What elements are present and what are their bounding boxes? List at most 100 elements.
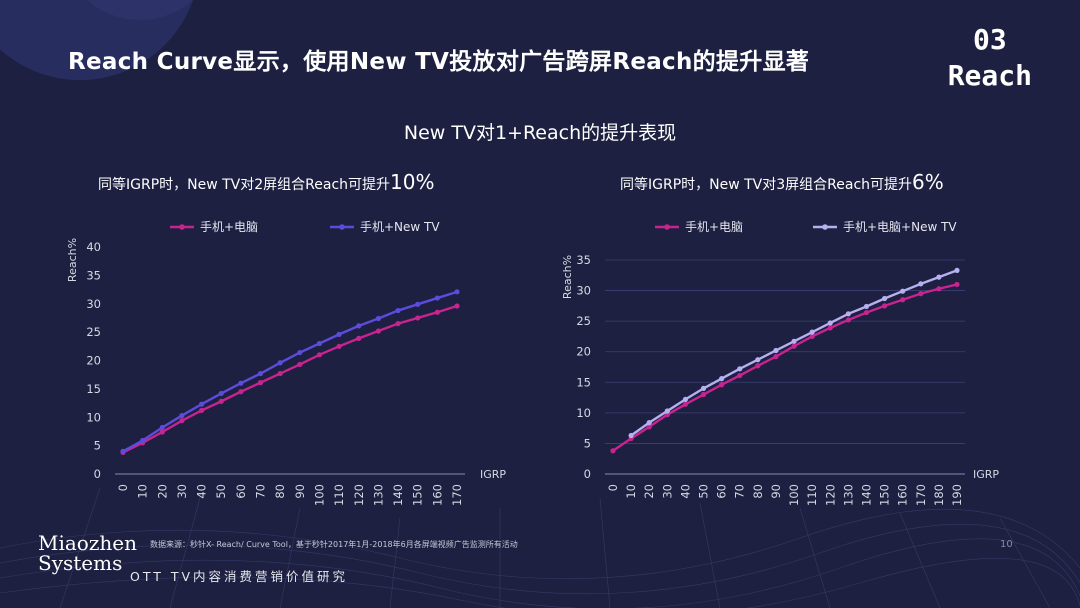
series-0-point-16 xyxy=(900,297,906,303)
series-1-point-6 xyxy=(238,380,244,386)
y-tick-label-7: 35 xyxy=(86,268,101,282)
x-tick-label-10: 100 xyxy=(787,484,801,505)
x-tick-label-9: 90 xyxy=(769,484,783,499)
x-tick-label-0: 0 xyxy=(116,484,130,491)
x-tick-label-3: 30 xyxy=(175,484,189,499)
x-tick-label-11: 110 xyxy=(805,484,819,505)
series-0-point-11 xyxy=(809,333,815,340)
series-0-point-4 xyxy=(198,407,205,414)
series-1-point-7 xyxy=(257,370,264,377)
series-0-point-18 xyxy=(936,286,942,292)
series-1-point-15 xyxy=(415,301,421,307)
chart1-subtitle-highlight: 10% xyxy=(390,170,435,194)
x-axis-label: IGRP xyxy=(480,468,506,481)
x-tick-label-14: 140 xyxy=(391,484,405,505)
series-1-point-0 xyxy=(628,432,634,439)
series-0-point-15 xyxy=(415,315,421,321)
series-1-point-2 xyxy=(159,424,165,431)
series-1-point-6 xyxy=(737,366,743,372)
series-1-point-12 xyxy=(356,323,362,329)
series-0-point-4 xyxy=(682,401,689,407)
series-0-point-6 xyxy=(238,389,244,395)
series-1-point-0 xyxy=(120,448,126,454)
x-tick-label-6: 60 xyxy=(715,484,729,499)
x-tick-label-12: 120 xyxy=(352,484,366,505)
series-1-point-4 xyxy=(700,385,707,391)
series-line-0 xyxy=(612,283,958,452)
y-tick-label-4: 20 xyxy=(576,345,591,359)
y-tick-label-2: 10 xyxy=(576,406,591,420)
data-source-note: 数据来源：秒针X- Reach/ Curve Tool，基于秒针2017年1月-… xyxy=(150,540,518,549)
x-tick-label-0: 0 xyxy=(606,484,620,491)
legend-marker-1 xyxy=(339,224,345,230)
x-tick-label-7: 70 xyxy=(254,484,268,499)
series-1-point-3 xyxy=(179,412,185,419)
series-0-point-14 xyxy=(395,321,401,327)
series-0-point-2 xyxy=(159,429,165,435)
series-1-point-16 xyxy=(918,281,924,287)
series-1-point-10 xyxy=(316,340,323,347)
page-number: 10 xyxy=(1000,539,1013,550)
series-1-point-18 xyxy=(954,267,960,273)
series-0-point-5 xyxy=(700,391,707,398)
series-1-point-3 xyxy=(682,396,689,403)
series-line-1 xyxy=(122,290,458,453)
chart1-subtitle-text: 同等IGRP时，New TV对2屏组合Reach可提升 xyxy=(98,177,391,193)
series-1-point-11 xyxy=(336,331,342,337)
series-1-point-1 xyxy=(646,420,652,426)
series-0-point-13 xyxy=(845,317,851,323)
series-1-point-16 xyxy=(434,295,440,301)
y-axis-label: Reach% xyxy=(561,255,574,299)
series-0-point-8 xyxy=(277,370,283,377)
brand-line2: Systems xyxy=(38,551,123,575)
y-tick-label-1: 5 xyxy=(94,439,101,453)
x-tick-label-15: 150 xyxy=(878,484,892,505)
series-0-point-5 xyxy=(218,398,224,404)
x-tick-label-13: 130 xyxy=(841,484,855,505)
series-0-point-3 xyxy=(664,412,670,418)
decorative-mesh xyxy=(0,488,1080,608)
series-1-point-7 xyxy=(755,357,761,363)
y-tick-label-8: 40 xyxy=(86,240,101,254)
series-0-point-7 xyxy=(737,372,743,379)
x-tick-label-5: 50 xyxy=(214,484,228,499)
section-badge: 03 Reach xyxy=(948,22,1032,94)
series-0-point-15 xyxy=(881,303,888,309)
y-tick-label-0: 0 xyxy=(94,467,101,481)
series-0-point-12 xyxy=(356,335,362,341)
x-tick-label-4: 40 xyxy=(195,484,209,499)
section-title: New TV对1+Reach的提升表现 xyxy=(403,122,677,144)
x-axis-label: IGRP xyxy=(973,468,999,481)
series-0-point-13 xyxy=(375,328,382,334)
chart2-subtitle-text: 同等IGRP时，New TV对3屏组合Reach可提升 xyxy=(620,177,913,193)
series-1-point-8 xyxy=(773,347,779,354)
series-1-point-5 xyxy=(719,376,725,382)
legend-label-0: 手机+电脑 xyxy=(200,220,258,234)
x-tick-label-6: 60 xyxy=(234,484,248,499)
series-1-point-2 xyxy=(664,408,670,414)
series-0-point-10 xyxy=(316,352,323,358)
series-1-point-14 xyxy=(395,307,401,314)
series-0-point-7 xyxy=(257,380,264,386)
series-0-point-14 xyxy=(863,309,870,316)
x-tick-label-16: 160 xyxy=(896,484,910,505)
x-tick-label-8: 80 xyxy=(273,484,287,499)
series-0-point-3 xyxy=(179,418,185,424)
series-1-point-12 xyxy=(845,311,851,317)
series-1-point-9 xyxy=(297,349,303,356)
x-tick-label-1: 10 xyxy=(624,484,638,499)
section-label: Reach xyxy=(947,59,1032,92)
y-tick-label-1: 5 xyxy=(584,436,591,450)
x-tick-label-2: 20 xyxy=(642,484,656,499)
section-number: 03 xyxy=(972,23,1007,56)
y-tick-label-2: 10 xyxy=(86,410,101,424)
series-0-point-0 xyxy=(610,448,616,454)
chart2-subtitle: 同等IGRP时，New TV对3屏组合Reach可提升6% xyxy=(620,170,944,194)
legend-marker-1 xyxy=(822,224,828,230)
chart-2screen: 0 5 10 15 20 25 30 35 40 0 10 20 30 40 50 60 70 80 90 100 11… xyxy=(66,220,506,505)
chart-3screen: 0 5 10 15 20 25 30 35 0 10 20 30 40 50 60 70 80 90 100 110 1… xyxy=(561,220,999,505)
brand-line1: Miaozhen xyxy=(38,531,137,555)
series-0-point-17 xyxy=(454,303,460,309)
report-tagline: OTT TV内容消费营销价值研究 xyxy=(130,569,349,584)
series-line-0 xyxy=(122,304,458,454)
